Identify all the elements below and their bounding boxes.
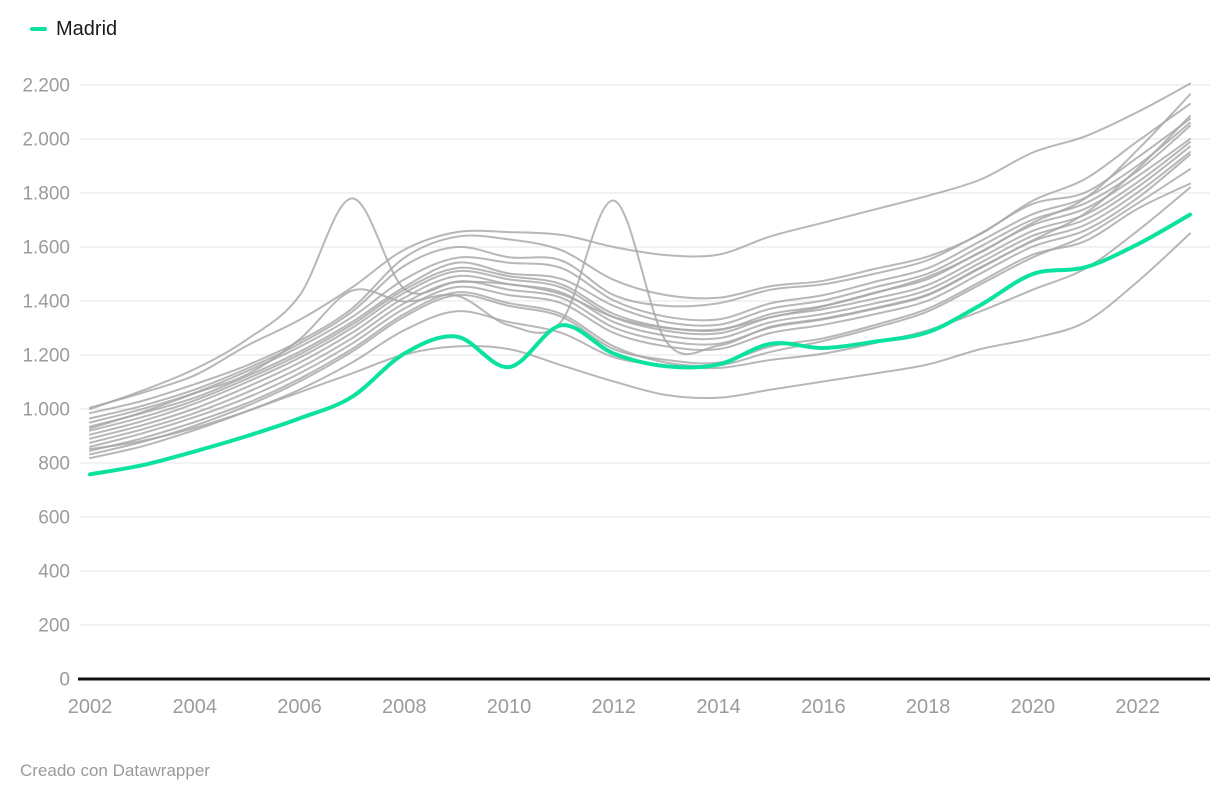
x-axis-labels: 2002 2004 2006 2008 2010 2012 2014 2016 2018 2020… bbox=[68, 696, 1160, 718]
x-tick-label: 2014 bbox=[696, 696, 741, 718]
y-tick-label: 200 bbox=[38, 616, 70, 637]
y-axis-labels: 0 200 400 600 800 1.000 1.200 1.400 1.600 1.800 2.… bbox=[22, 76, 70, 691]
series-line-other-05[interactable] bbox=[89, 117, 1191, 420]
y-gridlines bbox=[78, 84, 1210, 681]
series-line-other-09[interactable] bbox=[89, 141, 1191, 436]
y-tick-label: 1.000 bbox=[22, 400, 70, 421]
x-tick-label: 2004 bbox=[173, 696, 218, 718]
x-tick-label: 2010 bbox=[487, 696, 532, 718]
y-tick-label: 1.600 bbox=[22, 238, 70, 259]
y-tick-label: 800 bbox=[38, 454, 70, 475]
series-line-other-03[interactable] bbox=[89, 115, 1191, 430]
series-line-other-04[interactable] bbox=[89, 102, 1191, 415]
madrid-line-swatch bbox=[30, 27, 47, 31]
series-line-other-16[interactable] bbox=[89, 232, 1191, 450]
y-tick-label: 2.000 bbox=[22, 130, 70, 151]
series-line-other-08[interactable] bbox=[89, 138, 1191, 432]
series-line-other-10[interactable] bbox=[89, 145, 1191, 440]
series-line-other-14[interactable] bbox=[89, 182, 1191, 456]
x-tick-label: 2002 bbox=[68, 696, 113, 718]
y-tick-label: 0 bbox=[59, 670, 70, 691]
series-line-other-06[interactable] bbox=[89, 121, 1191, 424]
y-tick-label: 1.800 bbox=[22, 184, 70, 205]
series-line-other-12[interactable] bbox=[89, 153, 1191, 448]
x-tick-label: 2012 bbox=[592, 696, 637, 718]
series-line-other-07[interactable] bbox=[89, 125, 1191, 428]
x-tick-label: 2020 bbox=[1011, 696, 1056, 718]
series-lines bbox=[88, 82, 1192, 477]
y-tick-label: 600 bbox=[38, 508, 70, 529]
y-tick-label: 400 bbox=[38, 562, 70, 583]
x-tick-label: 2022 bbox=[1115, 696, 1160, 718]
datawrapper-attribution[interactable]: Creado con Datawrapper bbox=[20, 761, 210, 780]
series-line-madrid[interactable] bbox=[88, 212, 1192, 477]
legend-label-madrid: Madrid bbox=[56, 18, 118, 40]
series-line-other-11[interactable] bbox=[89, 151, 1191, 444]
legend: Madrid bbox=[30, 16, 117, 42]
y-tick-label: 1.200 bbox=[22, 346, 70, 367]
x-tick-label: 2006 bbox=[277, 696, 322, 718]
y-tick-label: 1.400 bbox=[22, 292, 70, 313]
chart-svg[interactable]: 0 200 400 600 800 1.000 1.200 1.400 1.600 1.800 2.… bbox=[0, 0, 1220, 745]
x-tick-label: 2018 bbox=[906, 696, 951, 718]
x-tick-label: 2016 bbox=[801, 696, 846, 718]
x-tick-label: 2008 bbox=[382, 696, 427, 718]
y-tick-label: 2.200 bbox=[22, 76, 70, 97]
